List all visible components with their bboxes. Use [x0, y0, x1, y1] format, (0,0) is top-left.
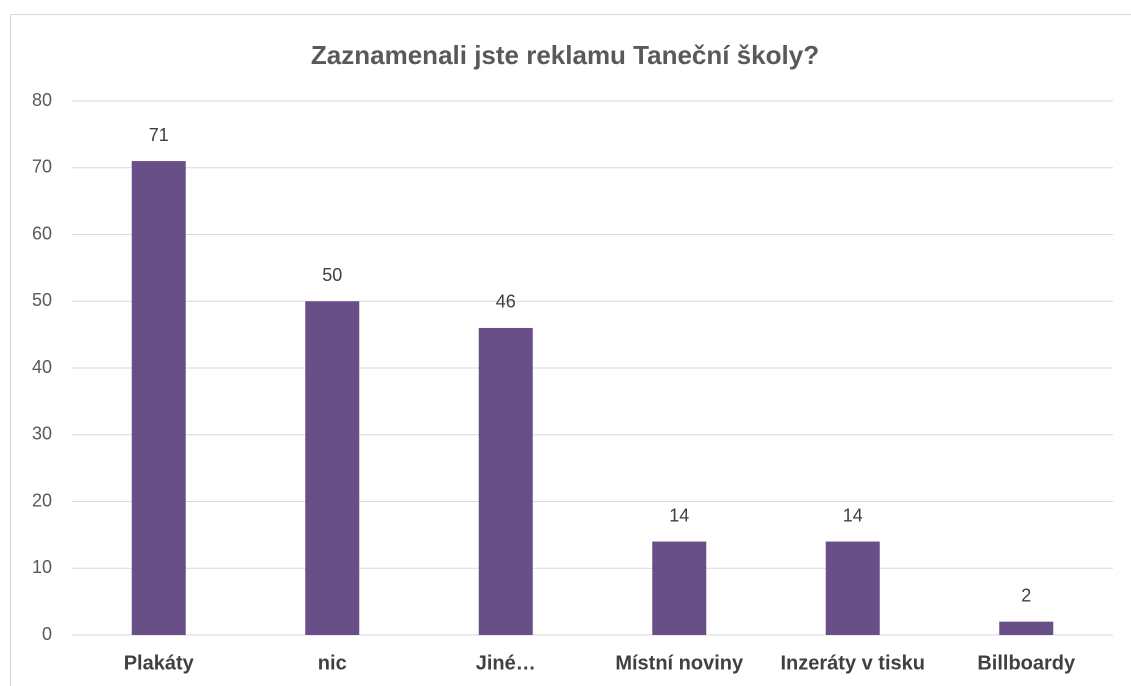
bar	[999, 621, 1054, 635]
data-label: 2	[1021, 585, 1031, 605]
data-label: 71	[149, 125, 169, 145]
bar	[652, 541, 707, 635]
data-label: 50	[322, 265, 342, 285]
x-tick-label: nic	[318, 652, 347, 674]
x-tick-label: Jiné…	[476, 652, 536, 674]
chart-title: Zaznamenali jste reklamu Taneční školy?	[311, 40, 819, 70]
y-tick-label: 70	[32, 157, 52, 177]
x-tick-label: Plakáty	[124, 652, 195, 674]
y-tick-label: 10	[32, 557, 52, 577]
y-tick-label: 30	[32, 424, 52, 444]
y-tick-label: 20	[32, 490, 52, 510]
x-tick-label: Inzeráty v tisku	[780, 652, 925, 674]
y-tick-label: 0	[42, 624, 52, 644]
data-label: 14	[843, 505, 863, 525]
bar	[825, 541, 880, 635]
y-tick-label: 80	[32, 90, 52, 110]
data-label: 46	[496, 292, 516, 312]
bar	[131, 161, 186, 635]
data-label: 14	[669, 505, 689, 525]
y-tick-label: 50	[32, 290, 52, 310]
y-tick-label: 40	[32, 357, 52, 377]
chart-border	[10, 14, 1131, 686]
x-tick-label: Billboardy	[977, 652, 1076, 674]
x-tick-label: Místní noviny	[615, 652, 744, 674]
bar	[478, 327, 533, 635]
y-tick-label: 60	[32, 223, 52, 243]
bar	[305, 301, 360, 635]
